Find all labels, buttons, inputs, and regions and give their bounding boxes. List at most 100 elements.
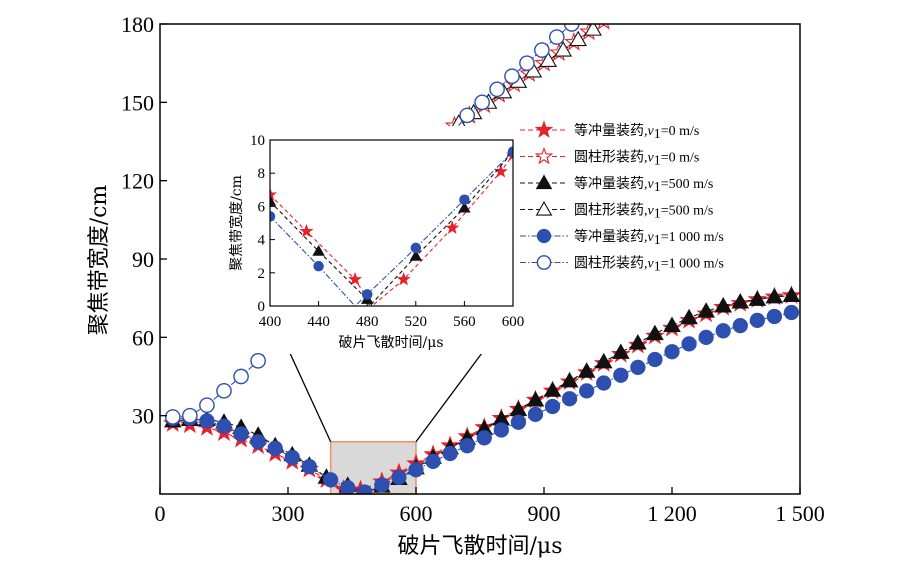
triangle-marker: [543, 381, 562, 397]
circle-marker: [630, 359, 646, 375]
inset-y-tick-label: 0: [258, 299, 266, 315]
y-tick-label: 180: [121, 12, 154, 37]
inset-background: [262, 126, 530, 354]
triangle-marker: [680, 308, 698, 325]
legend-item: 等冲量装药,v1=500 m/s: [520, 174, 714, 195]
series-line: [270, 154, 513, 306]
circle-marker: [561, 391, 578, 407]
circle-marker: [527, 406, 544, 422]
main-series-5: [164, 0, 608, 425]
triangle-marker: [577, 362, 596, 378]
circle-marker: [233, 426, 249, 442]
circle-marker: [164, 409, 181, 425]
legend-comma: ,: [644, 124, 648, 139]
legend-var: v: [648, 177, 655, 192]
circle-marker: [732, 317, 748, 334]
triangle-marker: [765, 287, 784, 304]
inset-x-tick-label: 560: [453, 314, 476, 330]
legend-value: =1 000 m/s: [661, 230, 724, 245]
legend-star-marker: [534, 120, 554, 138]
legend-series-name: 等冲量装药: [574, 228, 644, 245]
inset-y-tick-label: 6: [258, 199, 266, 215]
legend-var: v: [648, 151, 655, 166]
circle-marker: [391, 469, 407, 485]
circle-marker: [766, 308, 783, 325]
legend-series-name: 圆柱形装药: [574, 256, 644, 272]
circle-marker: [681, 336, 697, 352]
star-marker: [299, 223, 314, 238]
triangle-marker: [569, 30, 587, 47]
triangle-marker: [554, 41, 573, 57]
legend-label: 等冲量装药,v1=0 m/s: [574, 122, 699, 142]
circle-marker: [664, 344, 680, 360]
circle-marker: [425, 453, 441, 469]
legend-circle-marker: [536, 228, 552, 244]
legend-subscript: 1: [654, 260, 661, 275]
legend-item: 圆柱形装药,v1=1 000 m/s: [520, 255, 724, 275]
circle-marker: [783, 304, 800, 321]
circle-marker: [410, 242, 422, 254]
circle-marker: [580, 4, 594, 18]
main-x-axis-label: 破片飞散时间/μs: [397, 534, 562, 559]
circle-marker: [596, 375, 612, 391]
star-marker: [597, 24, 610, 30]
circle-marker: [715, 323, 731, 339]
legend-item: 圆柱形装药,v1=500 m/s: [520, 201, 714, 222]
circle-marker: [199, 397, 215, 414]
circle-marker: [199, 413, 215, 429]
circle-marker: [749, 312, 765, 328]
series-line: [172, 24, 573, 418]
circle-marker: [408, 462, 424, 478]
circle-marker: [284, 449, 300, 466]
triangle-marker: [629, 334, 647, 350]
circle-marker: [250, 434, 266, 450]
circle-marker: [270, 211, 276, 222]
inset-y-tick-label: 10: [250, 133, 265, 149]
legend-var: v: [648, 124, 655, 139]
legend-value: =1 000 m/s: [661, 257, 724, 272]
triangle-marker: [714, 297, 733, 313]
inset-x-tick-label: 520: [405, 314, 428, 330]
inset-x-tick-label: 440: [307, 314, 330, 330]
legend-var: v: [648, 204, 655, 219]
x-tick-label: 600: [400, 501, 433, 526]
circle-marker: [489, 81, 505, 98]
circle-marker: [267, 440, 283, 456]
y-tick-label: 30: [132, 404, 154, 429]
inset-x-tick-label: 400: [259, 314, 282, 330]
circle-marker: [340, 480, 356, 494]
x-tick-label: 1 200: [647, 501, 697, 526]
inset-x-tick-label: 480: [356, 314, 379, 330]
triangle-marker: [731, 293, 750, 309]
triangle-marker: [594, 352, 613, 369]
legend-item: 等冲量装药,v1=1 000 m/s: [520, 228, 724, 248]
inset-tick-layer: 400 440 480 520 560 600 0 2 4 6 8 10: [250, 133, 524, 330]
circle-marker: [357, 484, 373, 494]
legend-subscript: 1: [654, 127, 661, 142]
legend-var: v: [648, 230, 655, 245]
inset-series-2: [270, 146, 513, 306]
inset-y-axis-label: 聚焦带宽度/cm: [228, 175, 245, 271]
circle-marker: [594, 0, 608, 5]
y-tick-label: 90: [132, 247, 154, 272]
circle-marker: [233, 368, 249, 385]
legend-item: 等冲量装药,v1=0 m/s: [520, 120, 699, 142]
legend-value: =500 m/s: [661, 177, 714, 192]
circle-marker: [182, 407, 198, 424]
triangle-marker: [782, 286, 800, 303]
x-tick-label: 0: [155, 501, 166, 526]
circle-marker: [474, 94, 490, 111]
triangle-marker: [409, 249, 422, 261]
legend-subscript: 1: [654, 207, 661, 222]
legend-value: =0 m/s: [661, 151, 700, 166]
x-tick-label: 300: [272, 501, 305, 526]
legend-subscript: 1: [654, 154, 661, 169]
legend-subscript: 1: [654, 233, 661, 248]
legend-value: =500 m/s: [661, 204, 714, 219]
star-marker: [445, 220, 460, 234]
main-y-axis-label: 聚焦带宽度/cm: [87, 185, 112, 336]
triangle-marker: [526, 391, 545, 407]
circle-marker: [374, 477, 390, 493]
legend-item: 圆柱形装药,v1=0 m/s: [520, 146, 700, 169]
